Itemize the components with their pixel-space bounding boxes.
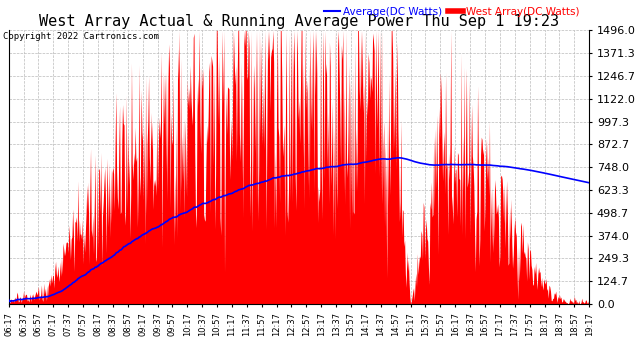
Title: West Array Actual & Running Average Power Thu Sep 1 19:23: West Array Actual & Running Average Powe… xyxy=(39,14,559,29)
Text: Copyright 2022 Cartronics.com: Copyright 2022 Cartronics.com xyxy=(3,32,159,41)
Legend: Average(DC Watts), West Array(DC Watts): Average(DC Watts), West Array(DC Watts) xyxy=(320,3,584,21)
